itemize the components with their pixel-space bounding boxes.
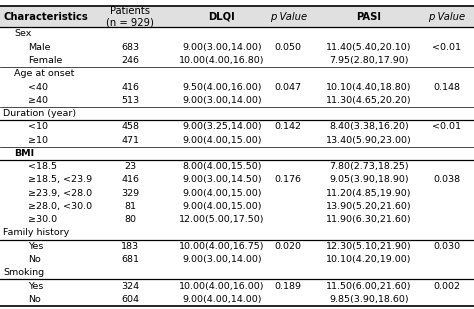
Text: ≥23.9, <28.0: ≥23.9, <28.0: [28, 188, 92, 198]
Text: 10.10(4.40,18.80): 10.10(4.40,18.80): [326, 83, 411, 91]
Text: Female: Female: [28, 56, 63, 65]
Text: 9.00(3.25,14.00): 9.00(3.25,14.00): [182, 122, 262, 131]
Text: 8.40(3.38,16.20): 8.40(3.38,16.20): [329, 122, 409, 131]
Text: 9.85(3.90,18.60): 9.85(3.90,18.60): [329, 295, 409, 304]
Text: 0.050: 0.050: [275, 43, 301, 52]
Text: Age at onset: Age at onset: [14, 69, 74, 78]
Text: Sex: Sex: [14, 29, 32, 38]
Text: 9.50(4.00,16.00): 9.50(4.00,16.00): [182, 83, 262, 91]
Text: 416: 416: [121, 83, 139, 91]
Text: PASI: PASI: [356, 12, 381, 22]
Text: 183: 183: [121, 242, 139, 251]
Bar: [0, 6, 474, 27]
Text: <40: <40: [28, 83, 48, 91]
Text: BMI: BMI: [14, 149, 34, 158]
Text: 246: 246: [121, 56, 139, 65]
Text: <18.5: <18.5: [28, 162, 57, 171]
Text: 10.10(4.20,19.00): 10.10(4.20,19.00): [326, 255, 411, 264]
Text: 9.00(4.00,15.00): 9.00(4.00,15.00): [182, 136, 262, 145]
Text: 0.142: 0.142: [275, 122, 301, 131]
Text: 7.95(2.80,17.90): 7.95(2.80,17.90): [329, 56, 409, 65]
Text: Smoking: Smoking: [3, 268, 45, 277]
Text: 604: 604: [121, 295, 139, 304]
Text: 9.00(4.00,15.00): 9.00(4.00,15.00): [182, 202, 262, 211]
Text: 9.00(4.00,15.00): 9.00(4.00,15.00): [182, 188, 262, 198]
Text: ≥18.5, <23.9: ≥18.5, <23.9: [28, 176, 92, 184]
Text: No: No: [28, 295, 41, 304]
Text: Male: Male: [28, 43, 51, 52]
Text: Duration (year): Duration (year): [3, 109, 76, 118]
Text: 12.30(5.10,21.90): 12.30(5.10,21.90): [326, 242, 411, 251]
Text: No: No: [28, 255, 41, 264]
Text: 11.50(6.00,21.60): 11.50(6.00,21.60): [326, 281, 411, 290]
Text: 7.80(2.73,18.25): 7.80(2.73,18.25): [329, 162, 409, 171]
Text: ≥40: ≥40: [28, 96, 48, 105]
Text: 0.148: 0.148: [433, 83, 460, 91]
Text: 416: 416: [121, 176, 139, 184]
Text: 80: 80: [124, 215, 137, 224]
Text: 10.00(4.00,16.00): 10.00(4.00,16.00): [179, 281, 264, 290]
Text: 329: 329: [121, 188, 139, 198]
Text: 11.40(5.40,20.10): 11.40(5.40,20.10): [326, 43, 411, 52]
Text: 10.00(4.00,16.75): 10.00(4.00,16.75): [179, 242, 264, 251]
Text: 0.020: 0.020: [275, 242, 301, 251]
Text: 0.176: 0.176: [275, 176, 301, 184]
Text: p Value: p Value: [270, 12, 307, 22]
Text: Characteristics: Characteristics: [3, 12, 88, 22]
Text: 471: 471: [121, 136, 139, 145]
Text: <10: <10: [28, 122, 48, 131]
Text: 13.90(5.20,21.60): 13.90(5.20,21.60): [326, 202, 411, 211]
Text: 13.40(5.90,23.00): 13.40(5.90,23.00): [326, 136, 411, 145]
Text: 0.189: 0.189: [275, 281, 301, 290]
Text: 0.002: 0.002: [433, 281, 460, 290]
Text: 0.047: 0.047: [275, 83, 301, 91]
Text: 681: 681: [121, 255, 139, 264]
Text: 0.038: 0.038: [433, 176, 460, 184]
Text: 9.00(3.00,14.00): 9.00(3.00,14.00): [182, 43, 262, 52]
Text: ≥28.0, <30.0: ≥28.0, <30.0: [28, 202, 92, 211]
Text: 8.00(4.00,15.50): 8.00(4.00,15.50): [182, 162, 262, 171]
Text: 9.00(3.00,14.50): 9.00(3.00,14.50): [182, 176, 262, 184]
Text: 9.00(3.00,14.00): 9.00(3.00,14.00): [182, 255, 262, 264]
Text: 324: 324: [121, 281, 139, 290]
Text: 11.30(4.65,20.20): 11.30(4.65,20.20): [326, 96, 411, 105]
Text: <0.01: <0.01: [432, 122, 461, 131]
Text: Family history: Family history: [3, 228, 70, 237]
Text: 0.030: 0.030: [433, 242, 460, 251]
Text: 11.90(6.30,21.60): 11.90(6.30,21.60): [326, 215, 411, 224]
Text: 683: 683: [121, 43, 139, 52]
Text: 513: 513: [121, 96, 139, 105]
Text: 458: 458: [121, 122, 139, 131]
Text: 9.00(3.00,14.00): 9.00(3.00,14.00): [182, 96, 262, 105]
Text: ≥10: ≥10: [28, 136, 48, 145]
Text: p Value: p Value: [428, 12, 465, 22]
Text: Yes: Yes: [28, 281, 44, 290]
Text: DLQI: DLQI: [209, 12, 235, 22]
Text: ≥30.0: ≥30.0: [28, 215, 57, 224]
Text: 10.00(4.00,16.80): 10.00(4.00,16.80): [179, 56, 264, 65]
Text: 9.00(4.00,14.00): 9.00(4.00,14.00): [182, 295, 262, 304]
Text: 23: 23: [124, 162, 137, 171]
Text: 9.05(3.90,18.90): 9.05(3.90,18.90): [329, 176, 409, 184]
Text: Yes: Yes: [28, 242, 44, 251]
Text: 81: 81: [124, 202, 137, 211]
Text: 12.00(5.00,17.50): 12.00(5.00,17.50): [179, 215, 264, 224]
Text: 11.20(4.85,19.90): 11.20(4.85,19.90): [326, 188, 411, 198]
Text: Patients
(n = 929): Patients (n = 929): [106, 6, 155, 28]
Text: <0.01: <0.01: [432, 43, 461, 52]
